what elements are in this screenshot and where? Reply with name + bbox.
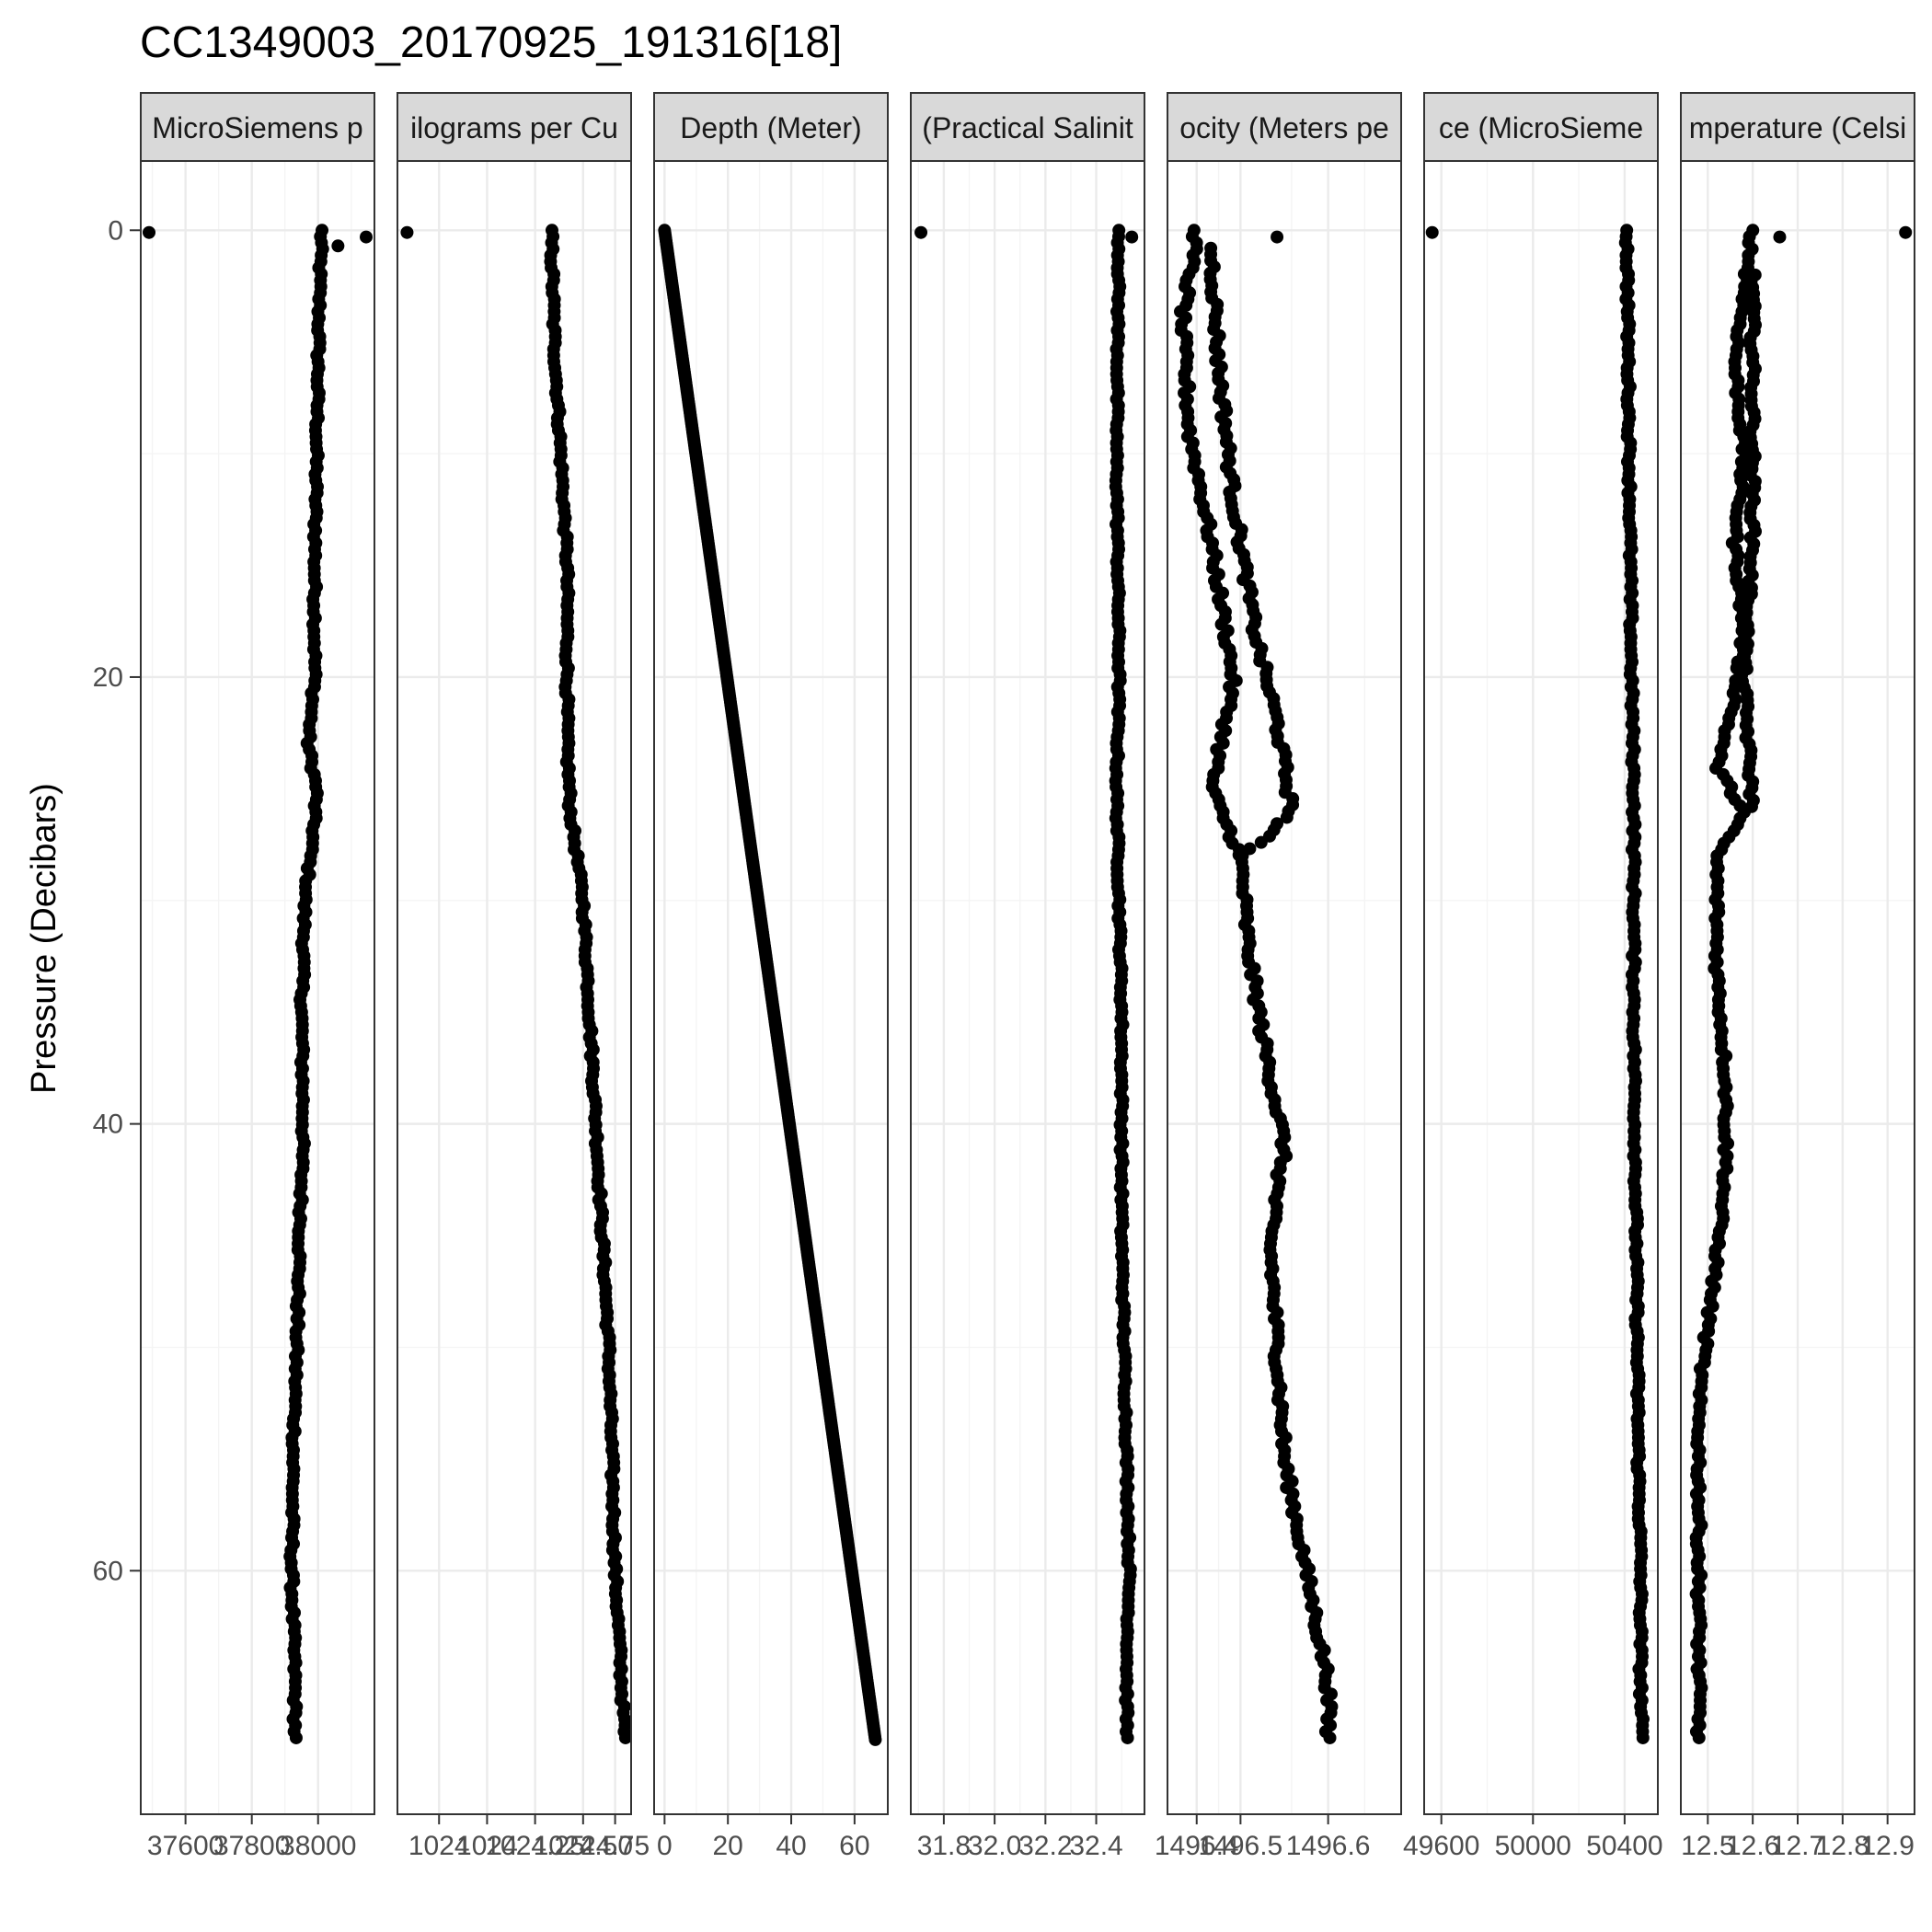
panel-border <box>910 160 1145 1815</box>
outlier-point <box>331 239 345 253</box>
data-point <box>1744 799 1758 813</box>
facet-panel: ce (MicroSieme 49600 50000 50400 <box>1403 92 1663 1861</box>
y-tick-label: 40 <box>93 1110 123 1140</box>
facet-strip-label: mperature (Celsi <box>1689 111 1907 144</box>
panel-border <box>397 160 632 1815</box>
facet-panel: (Practical Salinit 31.832.032.232.4 <box>910 92 1145 1861</box>
facet-panel: ilograms per Cu102410241024.251024.5024.… <box>397 92 650 1861</box>
data-points <box>658 224 882 1746</box>
x-tick-label: 1024 <box>408 1831 470 1861</box>
data-point <box>1232 848 1246 862</box>
data-points <box>914 224 1139 1744</box>
panel-border <box>140 160 375 1815</box>
y-tick-label: 20 <box>93 662 123 693</box>
facet-strip-label: (Practical Salinit <box>922 111 1133 144</box>
y-axis: 0 20 40 60 <box>93 215 141 1586</box>
y-tick-label: 0 <box>108 215 123 246</box>
data-point <box>1121 1731 1134 1744</box>
x-tick-label: 1024.25 <box>485 1831 584 1861</box>
facet-strip-label: ilograms per Cu <box>410 111 618 144</box>
outlier-point <box>1125 230 1139 244</box>
x-tick-label: 0 <box>657 1831 673 1861</box>
x-tick-label: 31.8 <box>917 1831 971 1861</box>
data-points <box>1174 224 1339 1744</box>
facet-strip <box>140 92 375 162</box>
outlier-point <box>914 225 928 239</box>
facet-panel: mperature (Celsi 12.512.612.712.812.9 <box>1680 92 1915 1861</box>
x-tick-label: 1496.4 <box>1155 1831 1239 1861</box>
outlier-point <box>1899 225 1913 239</box>
facet-strip <box>397 92 632 162</box>
outlier-point <box>359 230 373 244</box>
outlier-point <box>400 225 414 239</box>
data-points <box>1689 224 1913 1744</box>
chart-title: CC1349003_20170925_191316[18] <box>140 18 842 67</box>
x-tick-label: 50400 <box>1586 1831 1662 1861</box>
facet-strip <box>910 92 1145 162</box>
facet-strip <box>653 92 889 162</box>
x-tick-label: 12.5 <box>1681 1831 1734 1861</box>
x-tick-label: 1496.5 <box>1198 1831 1282 1861</box>
facet-panel: Depth (Meter) 0 20 40 60 <box>653 92 889 1861</box>
x-tick-label: 12.8 <box>1816 1831 1869 1861</box>
x-tick-label: 24.75 <box>581 1831 650 1861</box>
x-tick-label: 60 <box>839 1831 869 1861</box>
data-point <box>1636 1731 1650 1744</box>
outlier-point <box>1773 230 1787 244</box>
x-tick-label: 1024.50 <box>534 1831 633 1861</box>
x-tick-label: 37600 <box>147 1831 224 1861</box>
outlier-point <box>1425 225 1439 239</box>
y-tick-label: 60 <box>93 1556 123 1586</box>
facet-strip-label: ocity (Meters pe <box>1179 111 1389 144</box>
outlier-point <box>143 225 156 239</box>
data-points <box>1425 224 1650 1744</box>
x-tick-label: 32.0 <box>968 1831 1021 1861</box>
facet-strip-label: Depth (Meter) <box>680 111 861 144</box>
x-tick-label: 49600 <box>1403 1831 1479 1861</box>
data-points <box>143 224 373 1744</box>
panel-border <box>1167 160 1402 1815</box>
x-tick-label: 1024 <box>456 1831 518 1861</box>
data-point <box>1323 1731 1337 1744</box>
x-tick-label: 50000 <box>1495 1831 1571 1861</box>
x-tick-label: 32.4 <box>1069 1831 1122 1861</box>
x-tick-label: 12.9 <box>1860 1831 1914 1861</box>
data-point <box>618 1731 631 1744</box>
data-point <box>868 1732 882 1746</box>
y-axis-title: Pressure (Decibars) <box>25 783 63 1094</box>
data-point <box>289 1731 303 1744</box>
facet-strip <box>1423 92 1659 162</box>
x-tick-label: 12.7 <box>1771 1831 1824 1861</box>
data-point <box>1692 1731 1706 1744</box>
x-tick-label: 32.2 <box>1018 1831 1072 1861</box>
data-point <box>1280 811 1294 824</box>
x-tick-label: 1496.6 <box>1286 1831 1371 1861</box>
data-point <box>1254 835 1268 849</box>
data-points <box>400 224 631 1744</box>
x-tick-label: 38000 <box>280 1831 356 1861</box>
outlier-point <box>1271 230 1284 244</box>
data-point <box>1243 842 1257 856</box>
facet-strip-label: MicroSiemens p <box>152 111 362 144</box>
x-tick-label: 12.6 <box>1726 1831 1779 1861</box>
x-tick-label: 37800 <box>213 1831 290 1861</box>
x-tick-label: 40 <box>776 1831 806 1861</box>
facet-strip <box>1167 92 1402 162</box>
facet-strip <box>1680 92 1915 162</box>
facet-strip-label: ce (MicroSieme <box>1439 111 1643 144</box>
x-tick-label: 20 <box>713 1831 743 1861</box>
